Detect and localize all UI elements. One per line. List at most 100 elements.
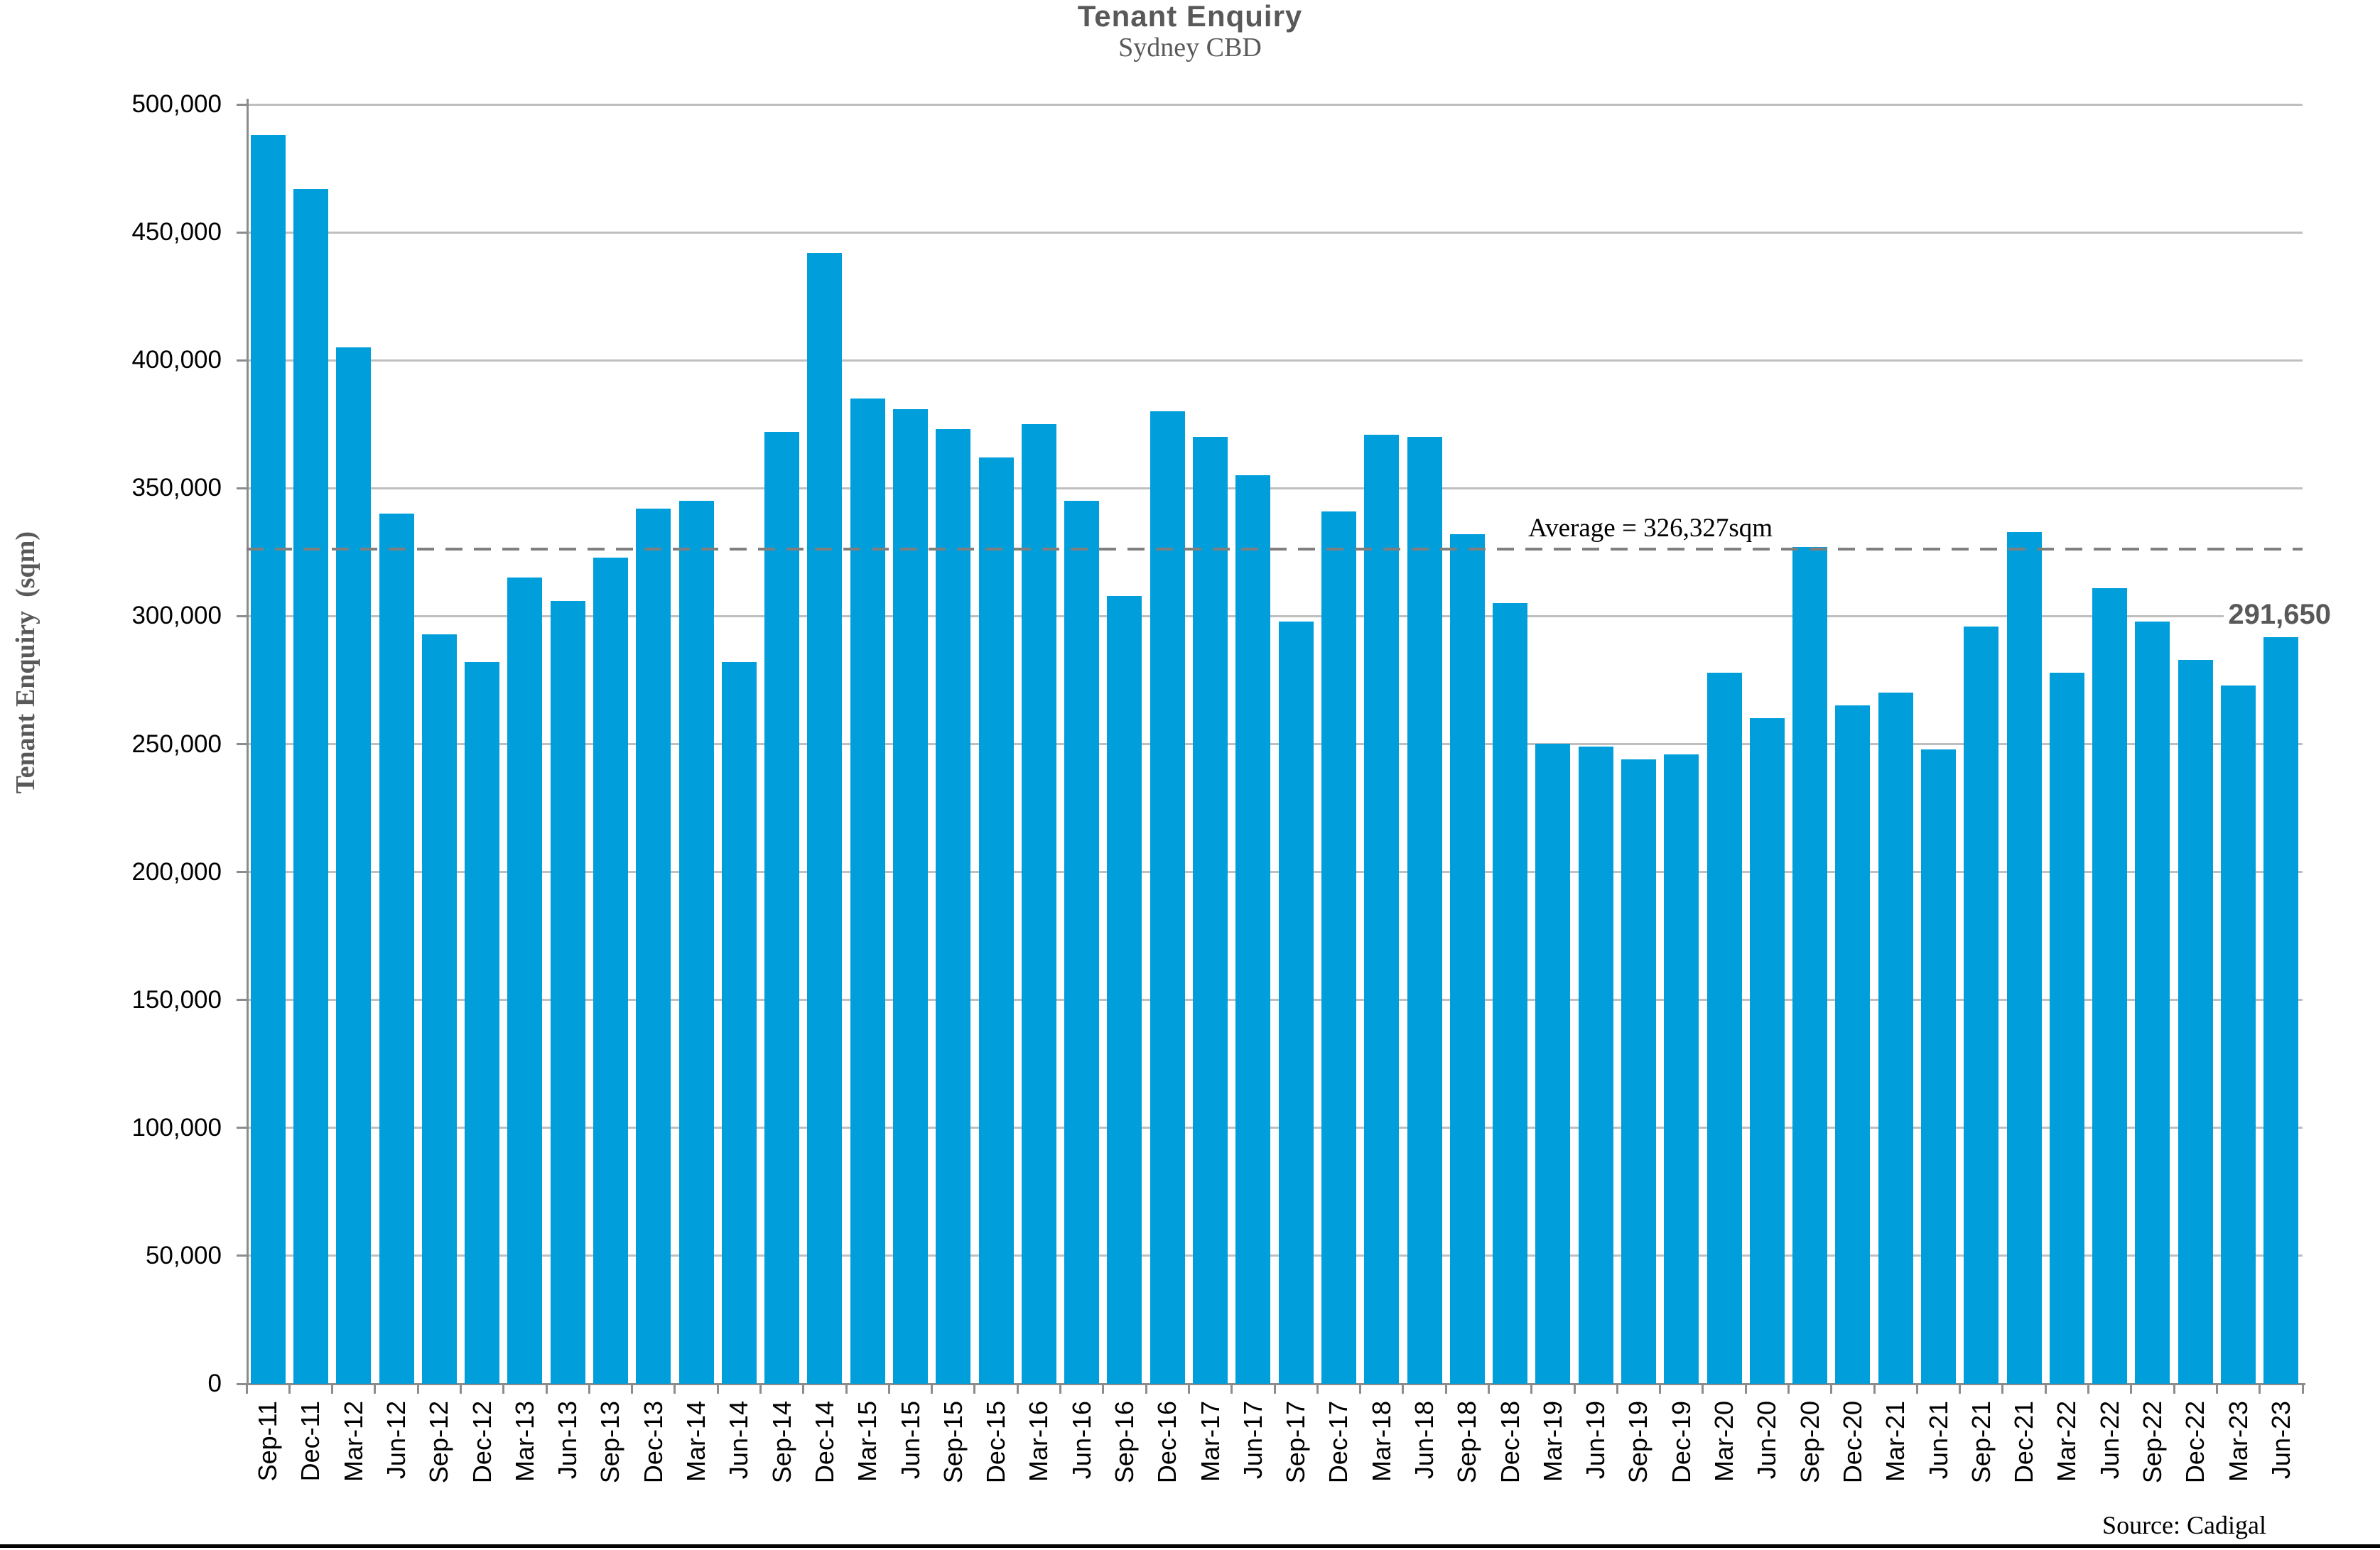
bar: [1792, 547, 1828, 1384]
bar: [1150, 411, 1185, 1384]
x-axis-tick: [2044, 1384, 2047, 1394]
x-axis-tick-label: Sep-19: [1623, 1401, 1653, 1484]
x-axis-tick-label: Dec-12: [467, 1401, 497, 1484]
bar: [1064, 501, 1100, 1384]
x-axis-tick: [416, 1384, 419, 1394]
x-axis-tick: [2001, 1384, 2004, 1394]
x-axis-tick: [1787, 1384, 1790, 1394]
bar: [1107, 596, 1142, 1384]
x-axis-tick-label: Mar-19: [1537, 1401, 1567, 1483]
gridline: [247, 359, 2303, 362]
x-axis-tick: [245, 1384, 248, 1394]
x-axis-tick-label: Jun-15: [895, 1401, 925, 1480]
x-axis-tick-label: Mar-16: [1024, 1401, 1054, 1483]
bar: [1449, 534, 1485, 1384]
x-axis-tick: [1444, 1384, 1447, 1394]
bar: [1664, 754, 1699, 1384]
gridline: [247, 743, 2303, 745]
x-axis-tick-label: Mar-23: [2223, 1401, 2253, 1483]
x-axis-tick: [2259, 1384, 2261, 1394]
x-axis-tick: [674, 1384, 676, 1394]
x-axis-tick-label: Mar-14: [681, 1401, 711, 1483]
x-axis-tick: [1230, 1384, 1233, 1394]
y-axis-tick: [237, 743, 247, 745]
bar: [1621, 759, 1656, 1384]
bar: [507, 578, 543, 1384]
bar: [1278, 622, 1314, 1384]
x-axis-tick: [631, 1384, 634, 1394]
y-axis-tick: [237, 999, 247, 1002]
y-axis-tick: [237, 103, 247, 106]
bar: [678, 501, 714, 1384]
x-axis-tick: [2130, 1384, 2133, 1394]
bar: [293, 189, 328, 1384]
bottom-border-line: [0, 1544, 2380, 1548]
x-axis-tick-label: Jun-21: [1923, 1401, 1953, 1480]
x-axis-tick: [1915, 1384, 1918, 1394]
average-line-label: Average = 326,327sqm: [1528, 514, 1773, 543]
bar: [1021, 424, 1056, 1384]
x-axis-tick: [288, 1384, 291, 1394]
x-axis-tick: [459, 1384, 462, 1394]
bar: [721, 662, 757, 1384]
bar: [850, 399, 885, 1384]
x-axis-tick-label: Jun-22: [2094, 1401, 2124, 1480]
x-axis-tick: [716, 1384, 719, 1394]
bar: [1493, 603, 1528, 1384]
x-axis-tick-label: Dec-11: [296, 1401, 325, 1482]
bar: [1835, 705, 1871, 1384]
bar: [893, 409, 929, 1384]
x-axis-tick: [1359, 1384, 1362, 1394]
x-axis-tick: [1316, 1384, 1319, 1394]
x-axis-tick-label: Sep-14: [767, 1401, 796, 1484]
x-axis-tick-label: Jun-17: [1238, 1401, 1267, 1480]
bar: [1921, 749, 1957, 1384]
bar: [593, 558, 628, 1384]
x-axis-tick-label: Dec-21: [2009, 1401, 2039, 1484]
x-axis-tick-label: Dec-15: [981, 1401, 1011, 1484]
gridline: [247, 103, 2303, 106]
y-axis-tick: [237, 614, 247, 617]
x-axis-tick: [588, 1384, 590, 1394]
bar: [936, 429, 971, 1384]
x-axis-tick-label: Dec-16: [1152, 1401, 1182, 1484]
x-axis-tick-label: Jun-16: [1066, 1401, 1096, 1480]
x-axis-line: [247, 1383, 2305, 1385]
gridline: [247, 231, 2303, 234]
x-axis-tick-label: Mar-17: [1195, 1401, 1225, 1483]
x-axis-tick: [845, 1384, 848, 1394]
chart-title: Tenant Enquiry: [1077, 0, 1303, 33]
gridline: [247, 999, 2303, 1002]
bar: [2221, 685, 2256, 1384]
x-axis-tick-label: Sep-22: [2137, 1401, 2167, 1484]
x-axis-tick: [1573, 1384, 1576, 1394]
x-axis-tick: [973, 1384, 976, 1394]
bar: [807, 253, 843, 1384]
last-bar-value-label: 291,650: [2224, 599, 2335, 630]
x-axis-tick-label: Sep-12: [424, 1401, 454, 1484]
y-axis-tick: [237, 1254, 247, 1257]
x-axis-tick: [1016, 1384, 1019, 1394]
y-axis-line: [247, 99, 249, 1384]
x-axis-tick: [1830, 1384, 1833, 1394]
x-axis-tick: [1487, 1384, 1490, 1394]
x-axis-tick-label: Sep-20: [1795, 1401, 1824, 1484]
x-axis-tick: [1616, 1384, 1618, 1394]
y-axis-title: Tenant Enquiry (sqm): [11, 531, 40, 794]
average-dashed-line: [247, 547, 2303, 551]
bar: [1535, 744, 1571, 1384]
x-axis-tick: [545, 1384, 548, 1394]
bar: [2263, 637, 2299, 1384]
x-axis-tick: [1659, 1384, 1662, 1394]
bar: [1706, 673, 1742, 1384]
bar: [2092, 588, 2128, 1384]
bar: [636, 509, 671, 1384]
x-axis-tick-label: Mar-15: [853, 1401, 882, 1483]
bar: [1878, 693, 1913, 1384]
y-axis-tick: [237, 871, 247, 874]
x-axis-tick: [331, 1384, 334, 1394]
bar: [1321, 511, 1356, 1384]
gridline: [247, 1254, 2303, 1257]
x-axis-tick: [1530, 1384, 1533, 1394]
x-axis-tick-label: Dec-14: [809, 1401, 839, 1484]
